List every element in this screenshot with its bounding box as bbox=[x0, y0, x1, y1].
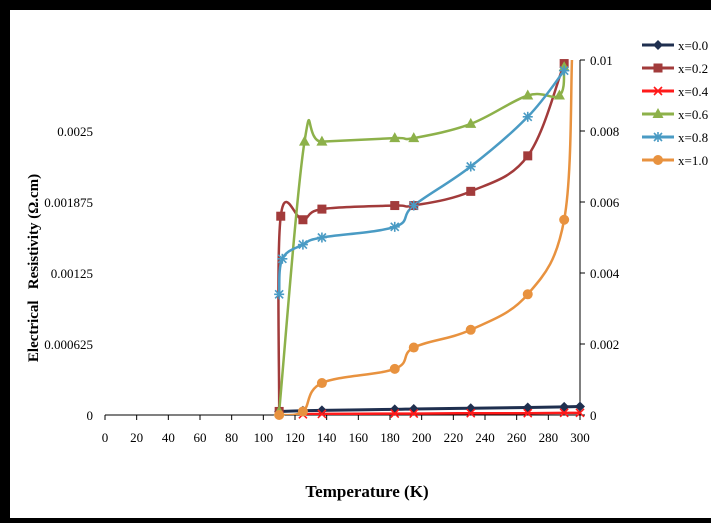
data-point-x=0.8 bbox=[316, 232, 327, 243]
data-point-x=0.6 bbox=[522, 89, 534, 100]
legend-label: x=1.0 bbox=[678, 153, 708, 168]
y-left-tick-label: 0.0025 bbox=[57, 124, 93, 139]
legend-label: x=0.8 bbox=[678, 130, 708, 145]
series-line-x=0.6 bbox=[277, 66, 566, 412]
data-point-x=1.0 bbox=[389, 363, 400, 374]
chart-frame: 0 20 40 60 80 100 120 140 160 180 200 220 240 260 280 3… bbox=[10, 10, 711, 518]
data-point-x=1.0 bbox=[408, 342, 419, 353]
data-point-x=0.6 bbox=[299, 135, 310, 146]
data-point-x=0.4 bbox=[466, 408, 476, 418]
legend: x=0.0 x=0.2 x=0.4 x=0.6 x=0.8 x=1.0 bbox=[642, 38, 709, 168]
legend-label: x=0.4 bbox=[678, 84, 709, 99]
x-tick-label: 120 bbox=[285, 430, 305, 445]
data-point-x=0.2 bbox=[523, 151, 533, 161]
legend-label: x=0.6 bbox=[678, 107, 709, 122]
data-point-x=0.8 bbox=[408, 200, 419, 211]
y-left-tick-label: 0 bbox=[87, 408, 94, 423]
x-tick-label: 140 bbox=[317, 430, 337, 445]
y-right-tick-label: 0.008 bbox=[590, 124, 619, 139]
data-point-x=0.2 bbox=[317, 204, 327, 214]
x-tick-label: 160 bbox=[349, 430, 369, 445]
x-tick-label: 60 bbox=[194, 430, 207, 445]
legend-label: x=0.0 bbox=[678, 38, 708, 53]
data-point-x=0.4 bbox=[409, 409, 419, 419]
data-point-x=0.8 bbox=[522, 111, 533, 122]
legend-marker bbox=[652, 108, 664, 118]
chart: 0 20 40 60 80 100 120 140 160 180 200 220 240 260 280 3… bbox=[26, 38, 709, 501]
y-right-tick-label: 0 bbox=[590, 408, 597, 423]
data-point-x=0.6 bbox=[389, 132, 401, 143]
data-point-x=0.8 bbox=[465, 161, 476, 172]
data-point-x=0.0 bbox=[522, 402, 533, 413]
legend-label: x=0.2 bbox=[678, 61, 708, 76]
data-point-x=0.2 bbox=[276, 211, 286, 221]
data-point-x=0.4 bbox=[317, 409, 327, 419]
data-point-x=0.4 bbox=[390, 409, 400, 419]
x-tick-label: 20 bbox=[130, 430, 143, 445]
data-point-x=0.2 bbox=[298, 215, 308, 225]
x-tick-label: 180 bbox=[380, 430, 400, 445]
data-point-x=0.2 bbox=[466, 186, 476, 196]
y-right-tick-label: 0.006 bbox=[590, 195, 620, 210]
data-point-x=0.4 bbox=[523, 408, 533, 418]
x-tick-label: 200 bbox=[412, 430, 432, 445]
y-right-tick-label: 0.002 bbox=[590, 337, 619, 352]
data-point-x=0.0 bbox=[575, 401, 585, 412]
data-point-x=1.0 bbox=[465, 324, 476, 335]
data-point-x=0.8 bbox=[389, 221, 400, 232]
legend-marker bbox=[653, 132, 663, 142]
data-point-x=0.6 bbox=[316, 135, 328, 146]
series-line-x=0.4 bbox=[302, 411, 580, 415]
x-tick-label: 80 bbox=[225, 430, 238, 445]
y-axis-label: Electrical Resistivity (Ω.cm) bbox=[26, 174, 42, 362]
data-point-x=0.2 bbox=[390, 201, 400, 211]
x-tick-label: 40 bbox=[162, 430, 175, 445]
data-point-x=0.6 bbox=[465, 117, 477, 128]
x-tick-label: 0 bbox=[102, 430, 109, 445]
data-point-x=1.0 bbox=[274, 410, 285, 420]
data-point-x=0.0 bbox=[465, 403, 476, 414]
data-point-x=0.0 bbox=[316, 405, 327, 416]
y-left-tick-label: 0.00125 bbox=[51, 266, 93, 281]
data-point-x=0.6 bbox=[553, 89, 565, 100]
legend-marker bbox=[653, 40, 663, 50]
data-point-x=0.8 bbox=[274, 289, 285, 300]
data-point-x=0.8 bbox=[297, 239, 308, 250]
x-tick-label: 280 bbox=[539, 430, 559, 445]
x-tick-label: 100 bbox=[254, 430, 274, 445]
x-tick-label: 260 bbox=[507, 430, 527, 445]
legend-marker bbox=[653, 155, 663, 165]
data-point-x=0.4 bbox=[575, 408, 585, 418]
legend-marker bbox=[653, 86, 663, 96]
data-point-x=1.0 bbox=[522, 289, 533, 300]
data-point-x=0.4 bbox=[559, 408, 569, 418]
data-point-x=0.8 bbox=[559, 65, 570, 76]
y-left-tick-label: 0.000625 bbox=[44, 337, 93, 352]
x-tick-label: 220 bbox=[444, 430, 464, 445]
data-point-x=1.0 bbox=[316, 378, 327, 389]
x-tick-label: 300 bbox=[570, 430, 590, 445]
y-right-tick-label: 0.01 bbox=[590, 53, 613, 68]
data-point-x=0.8 bbox=[277, 253, 288, 264]
series-line-x=0.8 bbox=[277, 69, 566, 295]
legend-marker bbox=[653, 63, 663, 73]
data-point-x=1.0 bbox=[297, 406, 308, 417]
x-axis-label: Temperature (K) bbox=[305, 482, 428, 501]
y-right-tick-label: 0.004 bbox=[590, 266, 620, 281]
y-left-tick-label: 0.001875 bbox=[44, 195, 93, 210]
x-tick-label: 240 bbox=[475, 430, 495, 445]
data-point-x=1.0 bbox=[559, 214, 570, 225]
data-point-x=0.6 bbox=[408, 132, 420, 143]
